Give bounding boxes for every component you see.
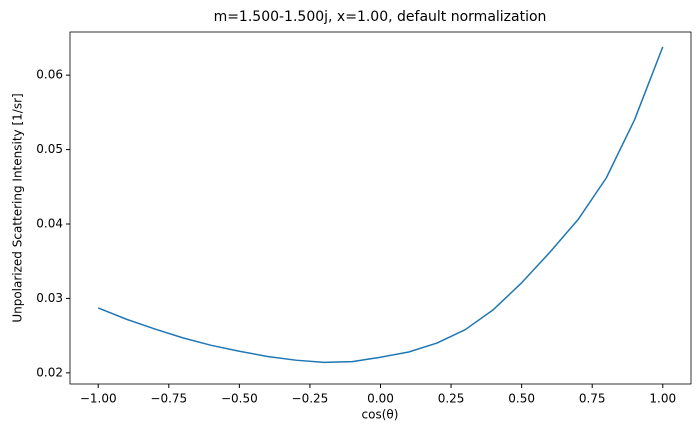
- x-tick-label: 1.00: [649, 392, 676, 406]
- x-tick-label: 0.25: [438, 392, 465, 406]
- x-axis-label: cos(θ): [362, 408, 399, 422]
- x-tick-label: 0.00: [367, 392, 394, 406]
- x-tick-label: −0.25: [292, 392, 329, 406]
- x-tick-label: 0.50: [508, 392, 535, 406]
- y-tick-label: 0.05: [36, 142, 63, 156]
- x-tick-label: 0.75: [579, 392, 606, 406]
- x-tick-label: −0.50: [221, 392, 258, 406]
- y-tick-label: 0.02: [36, 365, 63, 379]
- chart-title: m=1.500-1.500j, x=1.00, default normaliz…: [214, 9, 547, 25]
- y-axis-label: Unpolarized Scattering Intensity [1/sr]: [11, 93, 25, 322]
- y-tick-label: 0.03: [36, 291, 63, 305]
- y-tick-label: 0.04: [36, 217, 63, 231]
- x-tick-label: −1.00: [80, 392, 117, 406]
- x-tick-label: −0.75: [150, 392, 187, 406]
- y-tick-label: 0.06: [36, 68, 63, 82]
- line-series: [97, 46, 664, 364]
